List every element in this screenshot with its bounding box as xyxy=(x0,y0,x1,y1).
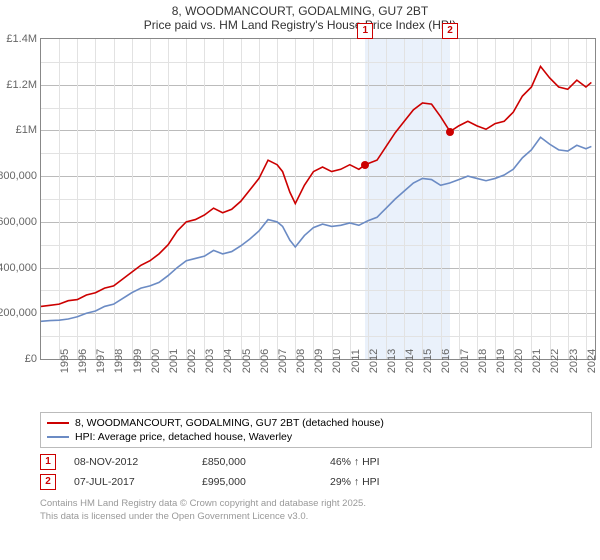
attribution-footer: Contains HM Land Registry data © Crown c… xyxy=(40,498,592,524)
series-svg xyxy=(41,39,595,359)
footer-line-1: Contains HM Land Registry data © Crown c… xyxy=(40,498,592,511)
y-axis-label: £0 xyxy=(25,353,37,365)
y-axis-label: £1.2M xyxy=(6,79,37,91)
title-line-2: Price paid vs. HM Land Registry's House … xyxy=(0,18,600,32)
legend-label: HPI: Average price, detached house, Wave… xyxy=(75,431,292,443)
sale-date: 08-NOV-2012 xyxy=(74,456,184,468)
sale-row-marker: 2 xyxy=(40,474,56,490)
sale-price: £995,000 xyxy=(202,476,312,488)
sale-row-marker: 1 xyxy=(40,454,56,470)
footer-line-2: This data is licensed under the Open Gov… xyxy=(40,511,592,524)
y-axis-label: £400,000 xyxy=(0,262,37,274)
series-price_paid xyxy=(41,66,591,306)
sale-marker-box: 1 xyxy=(357,23,373,39)
sale-marker-dot xyxy=(446,128,454,136)
sale-row: 1 08-NOV-2012 £850,000 46% ↑ HPI xyxy=(40,452,592,472)
sale-vs-hpi: 46% ↑ HPI xyxy=(330,456,380,468)
sale-marker-box: 2 xyxy=(442,23,458,39)
legend: 8, WOODMANCOURT, GODALMING, GU7 2BT (det… xyxy=(40,412,592,448)
y-axis-label: £600,000 xyxy=(0,216,37,228)
title-line-1: 8, WOODMANCOURT, GODALMING, GU7 2BT xyxy=(0,4,600,18)
sale-marker-dot xyxy=(361,161,369,169)
chart-title-block: 8, WOODMANCOURT, GODALMING, GU7 2BT Pric… xyxy=(0,0,600,32)
legend-swatch xyxy=(47,422,69,424)
sale-date: 07-JUL-2017 xyxy=(74,476,184,488)
sale-row: 2 07-JUL-2017 £995,000 29% ↑ HPI xyxy=(40,472,592,492)
sale-price: £850,000 xyxy=(202,456,312,468)
y-axis-label: £1.4M xyxy=(6,33,37,45)
plot-area: £0£200,000£400,000£600,000£800,000£1M£1.… xyxy=(40,38,596,360)
y-axis-label: £200,000 xyxy=(0,307,37,319)
legend-swatch xyxy=(47,436,69,438)
legend-label: 8, WOODMANCOURT, GODALMING, GU7 2BT (det… xyxy=(75,417,384,429)
y-axis-label: £800,000 xyxy=(0,170,37,182)
legend-row: 8, WOODMANCOURT, GODALMING, GU7 2BT (det… xyxy=(47,416,585,430)
y-axis-label: £1M xyxy=(16,124,37,136)
series-hpi xyxy=(41,137,591,321)
sale-marker-table: 1 08-NOV-2012 £850,000 46% ↑ HPI 2 07-JUL-201… xyxy=(40,452,592,492)
sale-vs-hpi: 29% ↑ HPI xyxy=(330,476,380,488)
legend-row: HPI: Average price, detached house, Wave… xyxy=(47,430,585,444)
